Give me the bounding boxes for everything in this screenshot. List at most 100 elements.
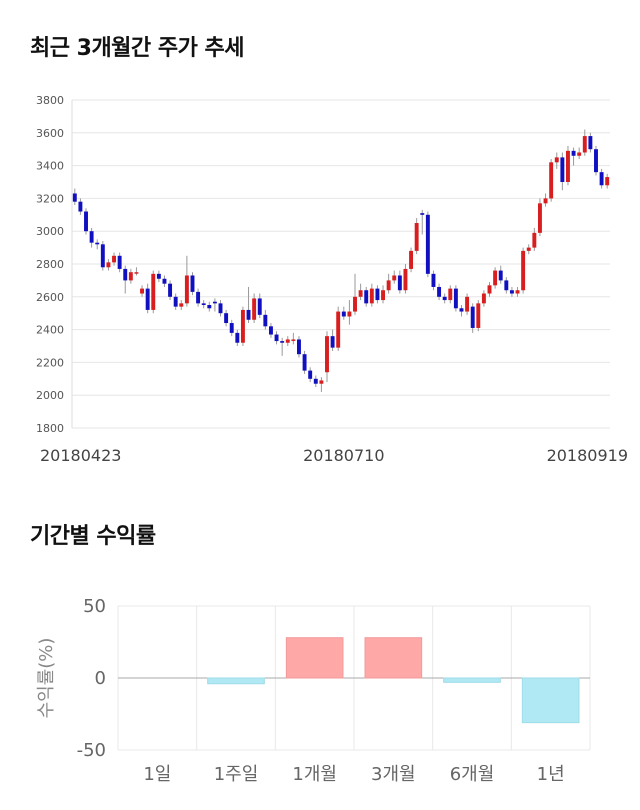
candle-down bbox=[588, 136, 593, 150]
candle-down bbox=[594, 149, 598, 173]
candle-x-axis: 20180423 20180710 20180919 bbox=[40, 446, 628, 465]
candle-down bbox=[89, 231, 94, 243]
candle-down bbox=[263, 314, 268, 327]
candle-up bbox=[240, 309, 245, 343]
candle-down bbox=[123, 268, 128, 281]
candle-down bbox=[162, 278, 167, 284]
candle-down bbox=[274, 334, 279, 342]
candle-y-tick-label: 3400 bbox=[36, 160, 64, 173]
period-returns-title: 기간별 수익률 bbox=[30, 524, 156, 549]
candle-down bbox=[145, 288, 150, 310]
candle-up bbox=[532, 232, 537, 248]
candle-up bbox=[487, 285, 492, 294]
candle-down bbox=[302, 354, 307, 371]
returns-bar bbox=[364, 637, 423, 679]
candle-down bbox=[117, 255, 122, 269]
candle-down bbox=[280, 341, 285, 343]
candle-up bbox=[353, 296, 357, 312]
returns-x-axis: 1일 1주일 1개월 3개월 6개월 1년 bbox=[143, 764, 564, 785]
candle-down bbox=[459, 308, 464, 312]
returns-x-tick-label: 3개월 bbox=[371, 764, 416, 785]
candle-up bbox=[106, 262, 111, 268]
candle-y-tick-label: 3600 bbox=[36, 127, 64, 140]
candle-up bbox=[409, 250, 414, 269]
candle-up bbox=[325, 336, 329, 373]
candle-up bbox=[347, 311, 352, 317]
candle-up bbox=[140, 288, 145, 294]
returns-x-tick-label: 1일 bbox=[143, 764, 171, 785]
candle-down bbox=[246, 309, 251, 320]
candle-down bbox=[257, 298, 262, 315]
returns-bar bbox=[285, 637, 344, 679]
candle-y-tick-label: 2200 bbox=[36, 356, 64, 369]
candle-y-tick-label: 3800 bbox=[36, 94, 64, 107]
candle-up bbox=[336, 311, 341, 348]
candle-up bbox=[577, 152, 582, 156]
candle-y-axis: 1800 2000 2200 2400 2600 2800 3000 3200 3400 3600… bbox=[36, 94, 64, 435]
candle-down bbox=[375, 288, 380, 301]
candle-down bbox=[100, 244, 105, 268]
candle-down bbox=[201, 303, 206, 305]
candle-down bbox=[470, 306, 475, 328]
candle-y-tick-label: 3000 bbox=[36, 225, 64, 238]
candle-x-tick-label: 20180710 bbox=[303, 446, 384, 465]
candle-up bbox=[515, 290, 520, 294]
candle-y-tick-label: 1800 bbox=[36, 422, 64, 435]
candle-down bbox=[431, 273, 436, 287]
returns-bar bbox=[207, 677, 265, 685]
candle-down bbox=[437, 286, 442, 297]
candle-up bbox=[319, 380, 324, 384]
candle-grid bbox=[71, 99, 610, 429]
candle-down bbox=[156, 273, 161, 279]
candle-up bbox=[285, 339, 290, 343]
candle-down bbox=[168, 283, 173, 297]
candle-down bbox=[453, 288, 458, 309]
candle-down bbox=[364, 290, 369, 304]
candle-down bbox=[229, 323, 234, 333]
candlestick-chart: 1800 2000 2200 2400 2600 2800 3000 3200 3400 3600… bbox=[36, 94, 628, 465]
returns-bars bbox=[207, 637, 580, 724]
candle-down bbox=[173, 296, 178, 307]
candle-up bbox=[369, 288, 374, 304]
candle-up bbox=[392, 275, 397, 281]
candle-down bbox=[341, 311, 346, 317]
candle-up bbox=[566, 150, 570, 182]
candle-down bbox=[196, 291, 201, 304]
candle-up bbox=[358, 290, 363, 297]
candle-up bbox=[605, 177, 610, 186]
candle-up bbox=[465, 296, 470, 312]
candle-up bbox=[134, 272, 139, 274]
candle-up bbox=[526, 247, 531, 251]
candle-down bbox=[504, 280, 509, 291]
candle-up bbox=[403, 268, 408, 291]
candle-down bbox=[599, 172, 604, 186]
candle-up bbox=[493, 270, 498, 286]
candle-x-tick-label: 20180919 bbox=[547, 446, 628, 465]
candle-x-tick-label: 20180423 bbox=[40, 446, 121, 465]
returns-y-axis: -50 0 50 bbox=[77, 596, 106, 761]
returns-bar bbox=[521, 677, 580, 724]
candle-down bbox=[397, 275, 402, 291]
returns-bar-chart: -50 0 50 1일 1주일 1개월 3개월 6개월 1년 수익률(%) bbox=[36, 596, 591, 785]
candle-y-tick-label: 2400 bbox=[36, 324, 64, 337]
returns-bar bbox=[443, 677, 501, 683]
candle-down bbox=[509, 290, 514, 294]
returns-x-tick-label: 1개월 bbox=[292, 764, 337, 785]
candle-y-tick-label: 2600 bbox=[36, 291, 64, 304]
candle-down bbox=[95, 242, 100, 245]
candle-up bbox=[476, 303, 481, 328]
candle-down bbox=[190, 275, 195, 292]
returns-x-tick-label: 6개월 bbox=[450, 764, 495, 785]
candle-down bbox=[218, 303, 223, 314]
candle-down bbox=[571, 150, 576, 156]
candle-down bbox=[308, 370, 313, 379]
candle-up bbox=[151, 273, 156, 310]
candle-down bbox=[84, 211, 88, 232]
candle-up bbox=[179, 303, 184, 307]
returns-y-axis-label: 수익률(%) bbox=[36, 638, 57, 719]
candle-down bbox=[420, 213, 425, 215]
candle-up bbox=[381, 290, 385, 301]
returns-x-tick-label: 1년 bbox=[537, 764, 565, 785]
candle-down bbox=[330, 336, 335, 348]
candle-up bbox=[554, 157, 559, 163]
